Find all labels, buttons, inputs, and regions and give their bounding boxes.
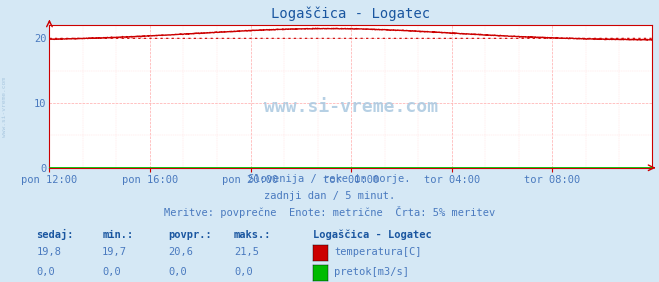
- Text: sedaj:: sedaj:: [36, 229, 74, 240]
- Text: www.si-vreme.com: www.si-vreme.com: [264, 98, 438, 116]
- Text: 0,0: 0,0: [36, 267, 55, 277]
- Text: min.:: min.:: [102, 230, 133, 240]
- Text: 20,6: 20,6: [168, 247, 193, 257]
- Text: 0,0: 0,0: [168, 267, 186, 277]
- Title: Logaščica - Logatec: Logaščica - Logatec: [272, 7, 430, 21]
- Text: 19,7: 19,7: [102, 247, 127, 257]
- Text: Logaščica - Logatec: Logaščica - Logatec: [313, 230, 432, 240]
- Text: pretok[m3/s]: pretok[m3/s]: [334, 267, 409, 277]
- Text: povpr.:: povpr.:: [168, 230, 212, 240]
- Text: www.si-vreme.com: www.si-vreme.com: [2, 77, 7, 137]
- Text: temperatura[C]: temperatura[C]: [334, 247, 422, 257]
- Text: Slovenija / reke in morje.: Slovenija / reke in morje.: [248, 174, 411, 184]
- Text: zadnji dan / 5 minut.: zadnji dan / 5 minut.: [264, 191, 395, 201]
- Text: 19,8: 19,8: [36, 247, 61, 257]
- Text: Meritve: povprečne  Enote: metrične  Črta: 5% meritev: Meritve: povprečne Enote: metrične Črta:…: [164, 206, 495, 218]
- Text: 21,5: 21,5: [234, 247, 259, 257]
- Text: 0,0: 0,0: [102, 267, 121, 277]
- Text: 0,0: 0,0: [234, 267, 252, 277]
- Text: maks.:: maks.:: [234, 230, 272, 240]
